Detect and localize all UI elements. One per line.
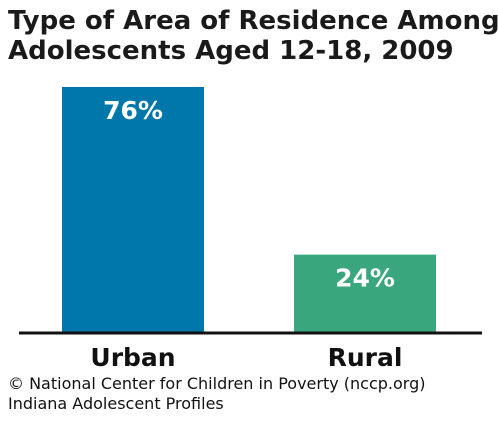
- copyright-text: © National Center for Children in Povert…: [8, 374, 426, 393]
- chart-title: Type of Area of Residence Among Adolesce…: [8, 6, 498, 66]
- source-text: Indiana Adolescent Profiles: [8, 394, 224, 413]
- category-label-rural: Rural: [328, 343, 403, 372]
- chart-title-line-2: Adolescents Aged 12-18, 2009: [8, 36, 454, 66]
- chart-footer: © National Center for Children in Povert…: [8, 374, 425, 414]
- data-label-rural: 24%: [335, 264, 395, 293]
- chart-title-line-1: Type of Area of Residence Among: [8, 6, 498, 36]
- data-label-urban: 76%: [103, 96, 163, 125]
- category-label-urban: Urban: [90, 343, 175, 372]
- bar-urban: [62, 87, 204, 332]
- bar-rural: [294, 254, 436, 332]
